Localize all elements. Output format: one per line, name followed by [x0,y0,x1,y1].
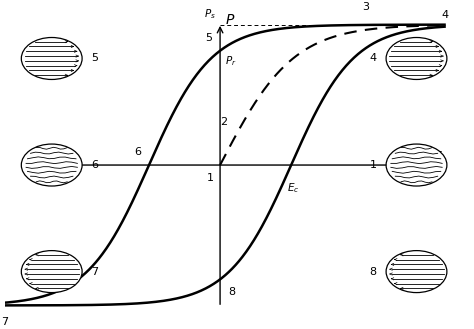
Text: 5: 5 [91,54,99,63]
Text: 2: 2 [220,117,227,127]
Text: 6: 6 [91,160,99,170]
Text: $E_c$: $E_c$ [287,181,300,195]
Text: E: E [433,150,442,164]
Text: $P_r$: $P_r$ [225,54,237,68]
Text: 6: 6 [134,147,141,157]
Circle shape [21,144,82,186]
Text: $P_s$: $P_s$ [203,8,215,21]
Circle shape [21,251,82,292]
Text: 8: 8 [228,287,235,297]
Text: 1: 1 [207,173,214,183]
Text: 5: 5 [205,33,212,43]
Text: 7: 7 [1,316,9,327]
Text: 4: 4 [441,10,448,20]
Text: 4: 4 [370,54,377,63]
Text: 3: 3 [363,2,370,12]
Text: 7: 7 [91,266,99,277]
Circle shape [21,38,82,80]
Text: 1: 1 [370,160,377,170]
Text: P: P [226,13,234,27]
Circle shape [386,144,447,186]
Circle shape [386,251,447,292]
Text: 8: 8 [370,266,377,277]
Circle shape [386,38,447,80]
